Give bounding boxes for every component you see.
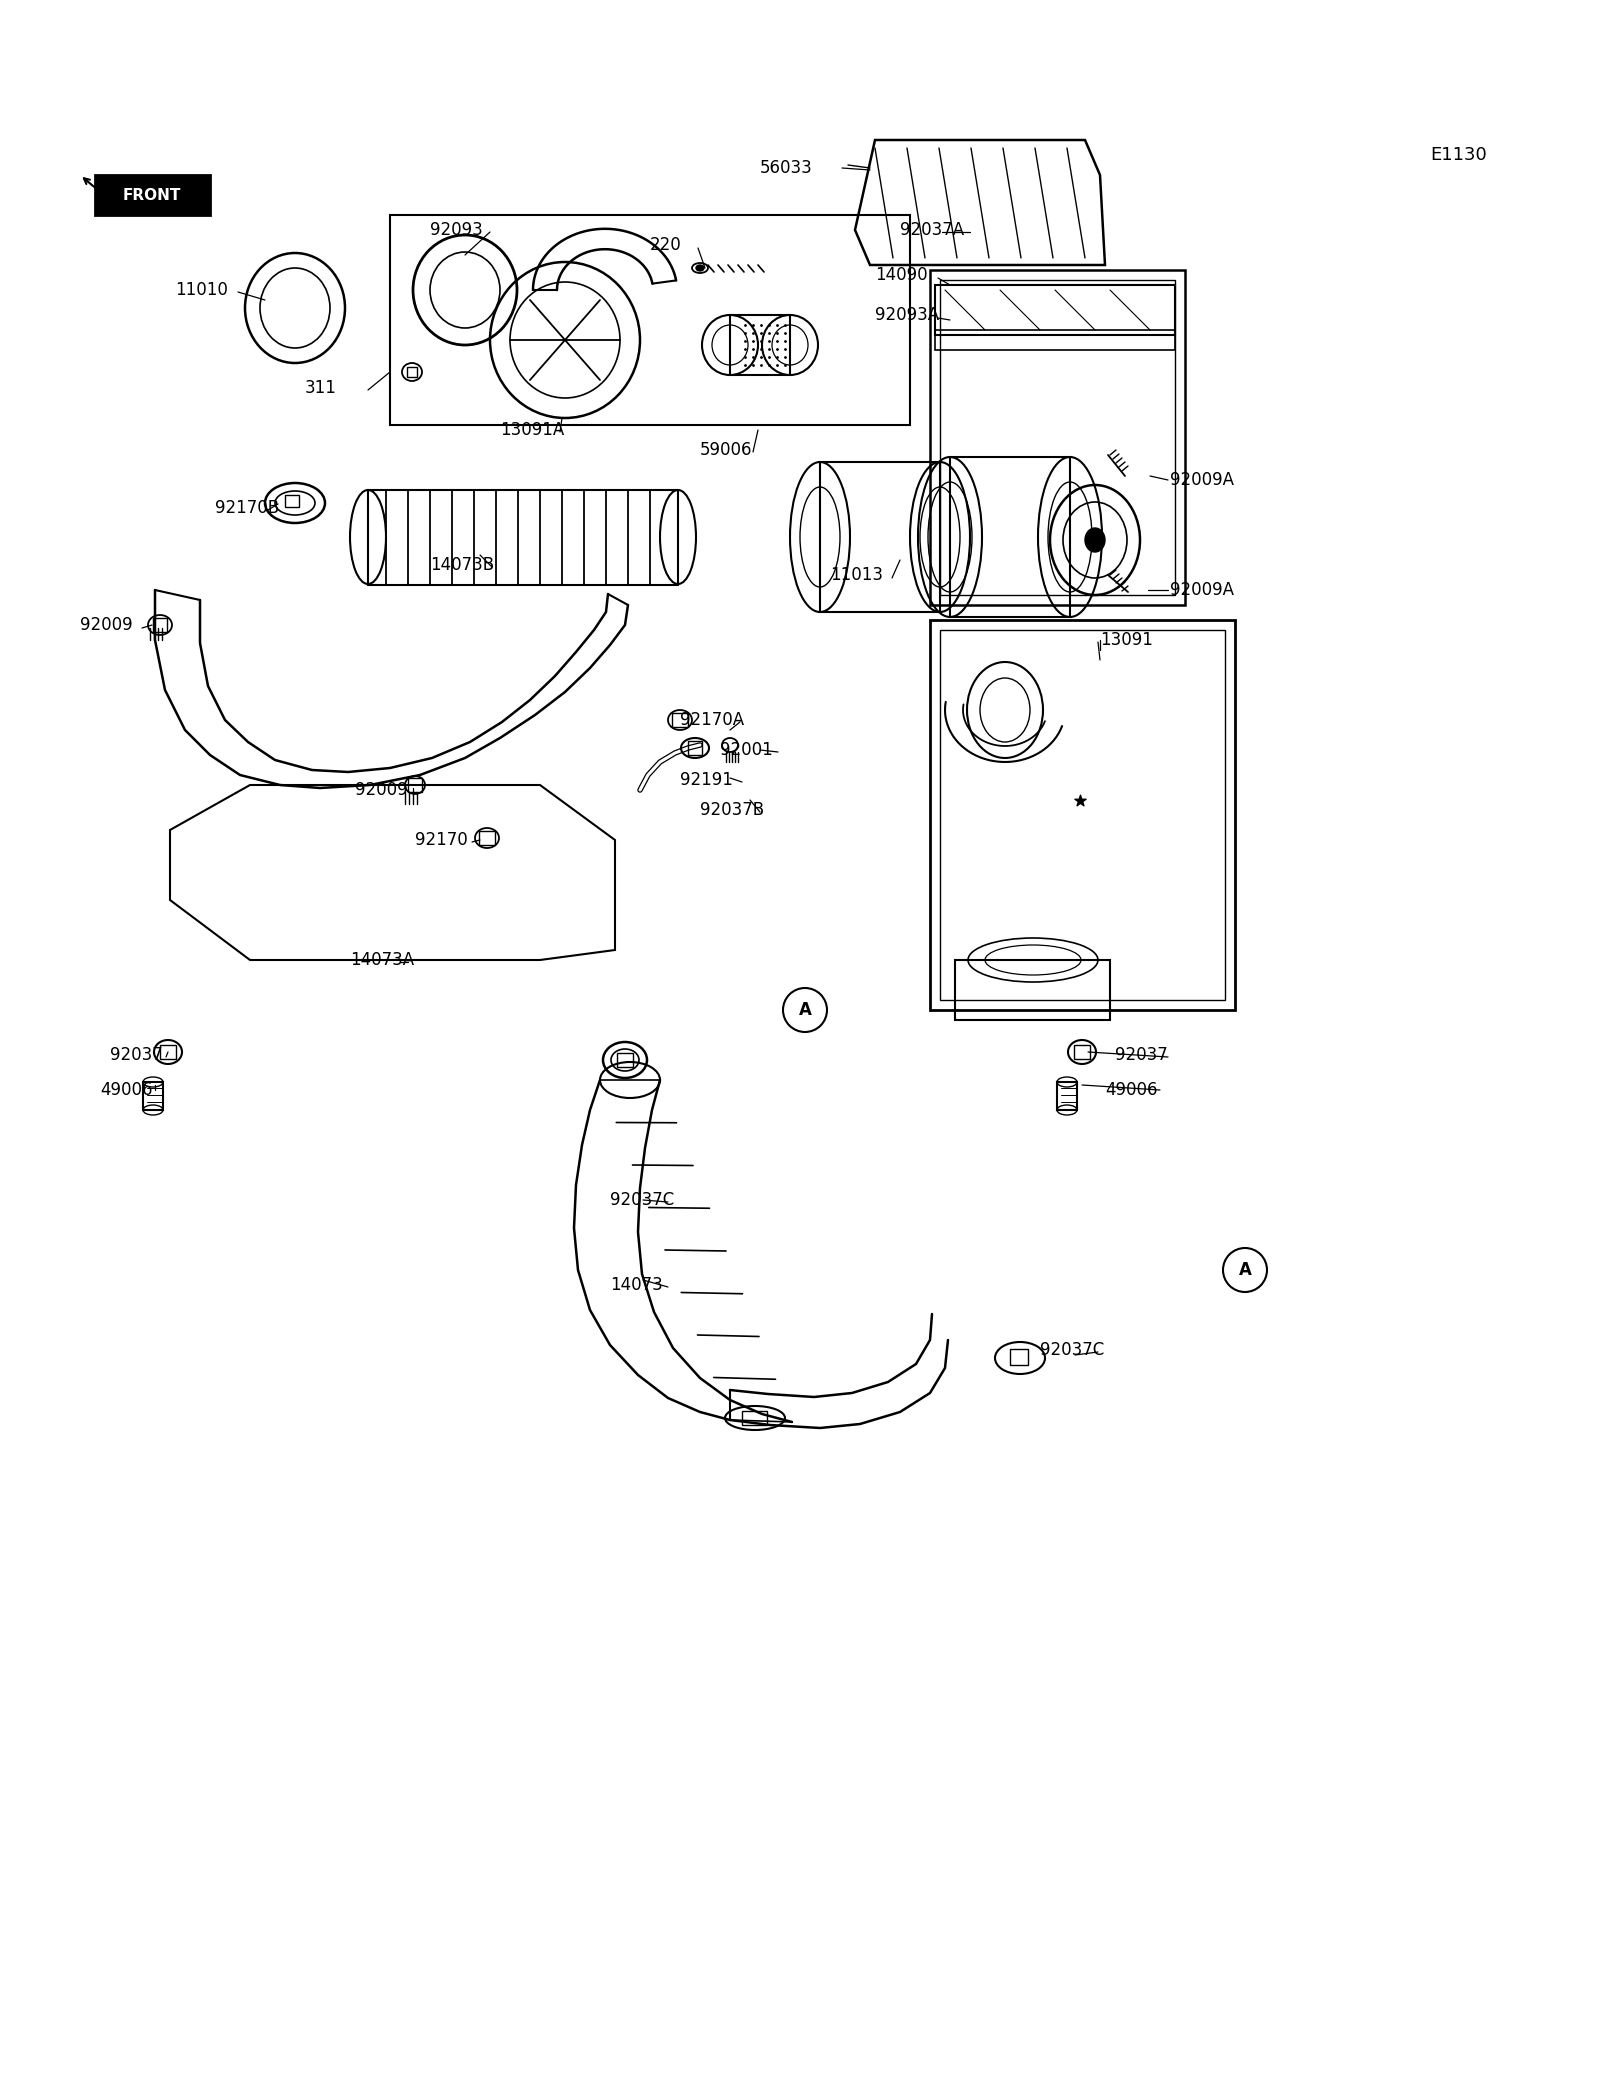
Text: 92009A: 92009A [1170,471,1234,490]
Ellipse shape [696,266,704,272]
Text: 92037B: 92037B [701,801,765,818]
Text: 56033: 56033 [760,159,813,178]
Ellipse shape [1085,527,1106,552]
Bar [672,713,688,728]
Bar [408,778,422,793]
Text: 92037: 92037 [1115,1046,1168,1065]
Text: 49006: 49006 [1106,1082,1157,1098]
Text: 92093: 92093 [430,222,483,238]
Bar [941,630,1226,1000]
Polygon shape [94,176,210,215]
Text: 220: 220 [650,236,682,253]
Bar [154,617,166,632]
Text: 59006: 59006 [701,441,752,458]
Text: A: A [798,1000,811,1019]
Circle shape [782,987,827,1031]
Text: 92037: 92037 [110,1046,163,1065]
Text: 92191: 92191 [680,772,733,789]
Bar [730,316,790,374]
Text: 14073: 14073 [610,1276,662,1295]
Text: 14090: 14090 [875,266,928,285]
Bar [142,1082,163,1111]
Bar [368,490,678,586]
Bar [955,960,1110,1021]
Text: 92170B: 92170B [214,500,278,517]
Bar [1058,1082,1077,1111]
Bar [950,456,1070,617]
Bar [934,285,1174,335]
Bar [941,280,1174,594]
Bar [819,462,941,613]
Bar [1010,1349,1027,1364]
Text: E1130: E1130 [1430,146,1486,163]
Text: 92037C: 92037C [610,1190,674,1209]
Text: 92009: 92009 [80,615,133,634]
Text: 92093A: 92093A [875,305,939,324]
Text: 92037C: 92037C [1040,1341,1104,1360]
Text: 11013: 11013 [830,567,883,584]
Bar [160,1046,176,1059]
Bar [390,215,910,425]
Text: 49006: 49006 [99,1082,152,1098]
Bar [618,1052,634,1067]
Text: 92009: 92009 [355,780,408,799]
Bar [930,619,1235,1010]
Circle shape [1222,1249,1267,1293]
Text: 14073B: 14073B [430,556,494,573]
Text: 92009A: 92009A [1170,582,1234,598]
Bar [934,331,1174,349]
Text: 92170A: 92170A [680,711,744,728]
Bar [406,366,418,377]
Bar [688,741,702,755]
Bar [478,831,494,845]
Text: 92001: 92001 [720,741,773,759]
Text: A: A [1238,1261,1251,1278]
Bar [742,1410,766,1425]
Text: 14073A: 14073A [350,952,414,969]
Text: 11010: 11010 [174,280,227,299]
Text: FRONT: FRONT [123,188,181,203]
Bar [930,270,1186,605]
Text: 13091A: 13091A [499,420,565,439]
Bar [1074,1046,1090,1059]
Text: 92037A: 92037A [899,222,965,238]
Text: 311: 311 [306,379,338,397]
Text: 13091: 13091 [1101,632,1154,649]
Bar [285,496,299,506]
Text: 92170: 92170 [414,831,467,849]
